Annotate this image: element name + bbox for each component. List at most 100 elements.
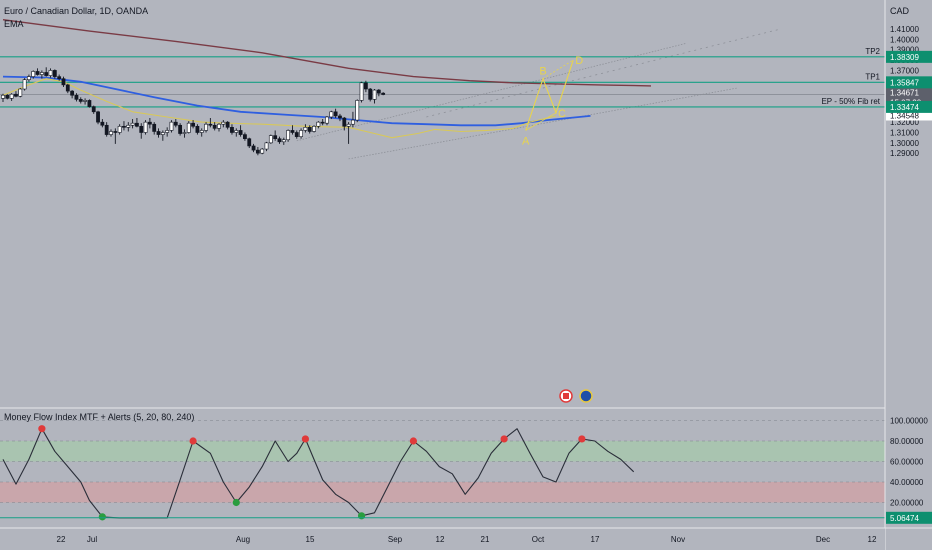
candle-body-32[interactable] <box>139 125 144 133</box>
candle-body-24[interactable] <box>104 124 109 135</box>
candle-body-22[interactable] <box>96 111 100 123</box>
candle-body-44[interactable] <box>191 122 195 127</box>
candle-body-1[interactable] <box>5 94 10 99</box>
candle-body-36[interactable] <box>156 131 161 135</box>
candle-body-19[interactable] <box>83 100 87 102</box>
candle-body-40[interactable] <box>173 121 178 126</box>
indicator-label: EMA <box>4 19 24 29</box>
candle-body-47[interactable] <box>204 123 208 131</box>
oversold-zone <box>0 482 885 503</box>
candle-body-88[interactable] <box>381 92 386 95</box>
candle-body-62[interactable] <box>268 135 273 144</box>
candle-body-58[interactable] <box>251 145 256 151</box>
harmonic-pattern: A B C D <box>522 55 583 147</box>
candle-body-9[interactable] <box>39 72 44 75</box>
candle-body-53[interactable] <box>230 127 234 133</box>
candle-body-73[interactable] <box>316 121 321 127</box>
eu-flag-icon[interactable] <box>579 389 593 403</box>
candle-body-41[interactable] <box>178 124 183 134</box>
candle-body-29[interactable] <box>126 124 131 128</box>
candle-body-17[interactable] <box>74 94 79 100</box>
candle-body-21[interactable] <box>91 106 96 113</box>
candle-body-65[interactable] <box>281 139 286 143</box>
candle-body-18[interactable] <box>78 99 83 102</box>
candle-body-51[interactable] <box>221 121 226 125</box>
candle-body-83[interactable] <box>359 82 364 101</box>
candle-body-2[interactable] <box>9 93 14 99</box>
candle-body-5[interactable] <box>22 79 27 90</box>
event-markers[interactable] <box>559 389 593 403</box>
candle-body-71[interactable] <box>307 127 312 132</box>
candle-body-81[interactable] <box>351 119 355 125</box>
candle-body-10[interactable] <box>44 72 49 76</box>
candle-body-45[interactable] <box>195 125 200 133</box>
candle-body-0[interactable] <box>1 94 5 99</box>
candle-body-66[interactable] <box>286 130 291 141</box>
candle-body-33[interactable] <box>143 121 148 133</box>
candle-body-63[interactable] <box>273 135 278 140</box>
mfi-tick-3: 40.00000 <box>890 478 924 487</box>
candle-body-14[interactable] <box>61 78 66 86</box>
candle-body-82[interactable] <box>355 100 360 121</box>
candle-body-23[interactable] <box>100 121 105 126</box>
candle-body-76[interactable] <box>329 111 334 118</box>
candle-body-8[interactable] <box>35 71 40 75</box>
candle-body-50[interactable] <box>217 123 221 129</box>
candle-body-67[interactable] <box>290 130 295 133</box>
candle-body-37[interactable] <box>160 132 165 135</box>
candle-body-79[interactable] <box>342 117 347 127</box>
candle-body-25[interactable] <box>109 131 113 135</box>
candle-body-60[interactable] <box>260 148 265 154</box>
candle-body-57[interactable] <box>247 138 252 147</box>
candle-body-46[interactable] <box>199 130 204 133</box>
candle-body-56[interactable] <box>243 134 247 140</box>
candle-body-68[interactable] <box>294 132 299 137</box>
candle-body-70[interactable] <box>303 127 308 131</box>
candle-body-61[interactable] <box>264 142 269 150</box>
candle-body-43[interactable] <box>186 122 191 133</box>
candle-body-7[interactable] <box>31 71 36 77</box>
candle-body-78[interactable] <box>338 115 342 119</box>
candle-body-27[interactable] <box>117 125 122 133</box>
candle-body-49[interactable] <box>212 124 217 129</box>
candle-body-59[interactable] <box>255 149 260 154</box>
candle-body-42[interactable] <box>182 132 187 134</box>
candle-body-35[interactable] <box>152 123 157 132</box>
candle-body-39[interactable] <box>169 121 174 131</box>
candle-body-75[interactable] <box>325 116 329 124</box>
candle-body-4[interactable] <box>18 88 23 97</box>
candle-body-52[interactable] <box>225 121 230 128</box>
candle-body-72[interactable] <box>312 125 316 132</box>
candle-body-87[interactable] <box>376 89 381 94</box>
candle-body-54[interactable] <box>234 130 239 133</box>
candle-body-84[interactable] <box>363 82 368 90</box>
candles[interactable] <box>1 67 386 156</box>
candle-body-26[interactable] <box>113 131 118 133</box>
candle-body-13[interactable] <box>57 76 62 79</box>
candle-body-12[interactable] <box>52 70 57 77</box>
candle-body-15[interactable] <box>65 84 70 92</box>
grid <box>0 94 932 503</box>
candle-body-3[interactable] <box>14 93 18 97</box>
candle-body-38[interactable] <box>165 130 170 133</box>
candle-body-34[interactable] <box>147 121 152 125</box>
pattern-bd-line <box>542 59 574 80</box>
candle-body-20[interactable] <box>87 100 92 107</box>
candle-body-86[interactable] <box>372 89 377 100</box>
candle-body-64[interactable] <box>277 138 282 143</box>
candle-body-69[interactable] <box>299 130 303 137</box>
candle-body-28[interactable] <box>122 125 126 128</box>
candle-body-74[interactable] <box>320 121 325 124</box>
candle-body-11[interactable] <box>48 70 53 76</box>
candle-body-6[interactable] <box>27 76 31 81</box>
candle-body-80[interactable] <box>346 123 351 127</box>
candle-body-55[interactable] <box>238 130 243 135</box>
candle-body-77[interactable] <box>333 111 338 117</box>
candle-body-16[interactable] <box>70 90 75 96</box>
candle-body-48[interactable] <box>208 123 213 126</box>
candle-body-30[interactable] <box>130 122 135 126</box>
candle-body-31[interactable] <box>135 122 139 127</box>
candle-body-85[interactable] <box>368 88 373 100</box>
